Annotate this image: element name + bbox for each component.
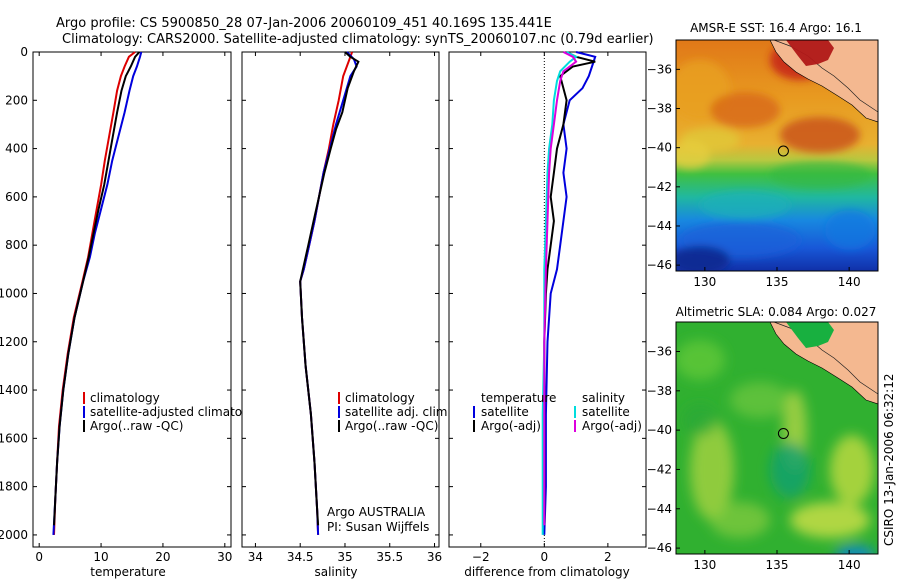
lat-tick-label: −44 xyxy=(647,219,672,233)
legend-label-satellite: satellite-adjusted climatolog xyxy=(90,405,260,419)
y-tick-label: 800 xyxy=(5,238,28,252)
sla-map-title: Altimetric SLA: 0.084 Argo: 0.027 xyxy=(676,305,877,319)
figure-title-line2: Climatology: CARS2000. Satellite-adjuste… xyxy=(62,32,654,47)
lat-tick-label: −46 xyxy=(647,258,672,272)
salinity-x-label: salinity xyxy=(314,565,357,579)
lat-tick-label: −36 xyxy=(647,344,672,358)
legend-label-climatology: climatology xyxy=(90,391,160,405)
y-tick-label: 0 xyxy=(20,45,28,59)
difference-axes-box xyxy=(448,51,647,548)
sst-map-field xyxy=(676,40,878,271)
lat-tick-label: −38 xyxy=(647,384,672,398)
x-tick-label: 2 xyxy=(604,550,612,564)
legend-label-argo: Argo(..raw -QC) xyxy=(345,419,438,433)
depth-y-ticks: 0 200 400 600 800 1000 1200 1400 1600 1800 2000 xyxy=(0,45,37,542)
temperature-series-lines xyxy=(52,51,143,535)
x-tick-label: 34 xyxy=(248,550,263,564)
gulf-water xyxy=(786,322,834,348)
lat-tick-label: −46 xyxy=(647,541,672,555)
temperature-x-ticks: 0 10 20 30 xyxy=(35,51,232,564)
y-tick-label: 2000 xyxy=(0,528,28,542)
salinity-legend: climatology satellite adj. clim. Argo(..… xyxy=(338,391,451,433)
csiro-timestamp-label: CSIRO 13-Jan-2006 06:32:12 xyxy=(882,374,896,546)
y-tick-label: 1800 xyxy=(0,480,28,494)
y-tick-label: 1000 xyxy=(0,286,28,300)
sst-longitude-ticks: 130 135 140 xyxy=(693,267,861,289)
salinity-profile-panel: 34 34.5 35 35.5 36 salinity climatology sate… xyxy=(241,51,451,579)
lon-tick-label: 135 xyxy=(766,275,789,289)
y-tick-label: 1600 xyxy=(0,431,28,445)
warm-gulf-water xyxy=(786,40,834,66)
series-line-argo-adj- xyxy=(543,51,578,526)
x-tick-label: 36 xyxy=(427,550,442,564)
lat-tick-label: −36 xyxy=(647,62,672,76)
x-tick-label: 35 xyxy=(337,550,352,564)
sst-map-panel: AMSR-E SST: 16.4 Argo: 16.1 xyxy=(647,21,879,289)
attribution-line2: PI: Susan Wijffels xyxy=(327,520,429,534)
lon-tick-label: 140 xyxy=(838,558,861,572)
legend-label-temp-satellite: satellite xyxy=(481,405,529,419)
lat-tick-label: −44 xyxy=(647,502,672,516)
sla-map-panel: Altimetric SLA: 0.084 Argo: 0.027 xyxy=(647,305,879,572)
lon-tick-label: 130 xyxy=(693,275,716,289)
legend-label-temp-argo: Argo(-adj) xyxy=(481,419,541,433)
lat-tick-label: −38 xyxy=(647,102,672,116)
lon-tick-label: 130 xyxy=(693,558,716,572)
sla-latitude-ticks: −46 −44 −42 −40 −38 −36 xyxy=(647,344,680,555)
x-tick-label: 0 xyxy=(35,550,43,564)
salinity-x-ticks: 34 34.5 35 35.5 36 xyxy=(242,51,442,564)
difference-legend: temperature satellite Argo(-adj) salinit… xyxy=(473,391,642,433)
sla-map-field xyxy=(676,322,878,554)
legend-label-sal-satellite: satellite xyxy=(582,405,630,419)
salinity-axes-box xyxy=(241,51,440,548)
series-line-satellite xyxy=(543,51,597,535)
lat-tick-label: −40 xyxy=(647,141,672,155)
x-tick-label: 0 xyxy=(541,550,549,564)
temperature-profile-panel: 0 10 20 30 0 200 400 600 800 1000 1200 1400 1600 180… xyxy=(0,45,260,579)
difference-profile-panel: −2 0 2 difference from climatology tempera… xyxy=(448,51,647,579)
x-tick-label: 30 xyxy=(217,550,232,564)
sla-longitude-ticks: 130 135 140 xyxy=(693,550,861,572)
x-tick-label: −2 xyxy=(472,550,490,564)
lat-tick-label: −40 xyxy=(647,423,672,437)
x-tick-label: 20 xyxy=(155,550,170,564)
argo-float-location-marker xyxy=(777,145,789,157)
salinity-series-lines xyxy=(299,51,360,535)
argo-float-location-marker xyxy=(777,428,789,439)
lon-tick-label: 140 xyxy=(838,275,861,289)
legend-label-climatology: climatology xyxy=(345,391,415,405)
legend-label-satellite: satellite adj. clim. xyxy=(345,405,451,419)
lat-tick-label: −42 xyxy=(647,462,672,476)
land-mass xyxy=(769,322,878,405)
series-line-argo-raw-qc- xyxy=(53,51,141,526)
y-tick-label: 1400 xyxy=(0,383,28,397)
y-tick-label: 200 xyxy=(5,93,28,107)
x-tick-label: 34.5 xyxy=(287,550,314,564)
x-tick-label: 35.5 xyxy=(376,550,403,564)
y-tick-label: 400 xyxy=(5,142,28,156)
legend-header-salinity: salinity xyxy=(582,391,625,405)
figure-title-line1: Argo profile: CS 5900850_28 07-Jan-2006 … xyxy=(56,16,552,31)
legend-label-argo: Argo(..raw -QC) xyxy=(90,419,183,433)
land-mass xyxy=(769,40,878,123)
series-line-argo-raw-qc- xyxy=(299,51,360,526)
y-tick-label: 1200 xyxy=(0,335,28,349)
sst-map-title: AMSR-E SST: 16.4 Argo: 16.1 xyxy=(690,21,862,35)
x-tick-label: 10 xyxy=(93,550,108,564)
legend-label-sal-argo: Argo(-adj) xyxy=(582,419,642,433)
difference-x-label: difference from climatology xyxy=(464,565,630,579)
y-tick-label: 600 xyxy=(5,190,28,204)
lon-tick-label: 135 xyxy=(766,558,789,572)
temperature-x-label: temperature xyxy=(90,565,165,579)
difference-series-lines xyxy=(541,51,597,535)
lat-tick-label: −42 xyxy=(647,180,672,194)
attribution-line1: Argo AUSTRALIA xyxy=(327,505,426,519)
sst-latitude-ticks: −46 −44 −42 −40 −38 −36 xyxy=(647,62,680,272)
temperature-legend: climatology satellite-adjusted climatolo… xyxy=(83,391,260,433)
legend-header-temperature: temperature xyxy=(481,391,556,405)
temperature-axes-box xyxy=(32,51,232,548)
